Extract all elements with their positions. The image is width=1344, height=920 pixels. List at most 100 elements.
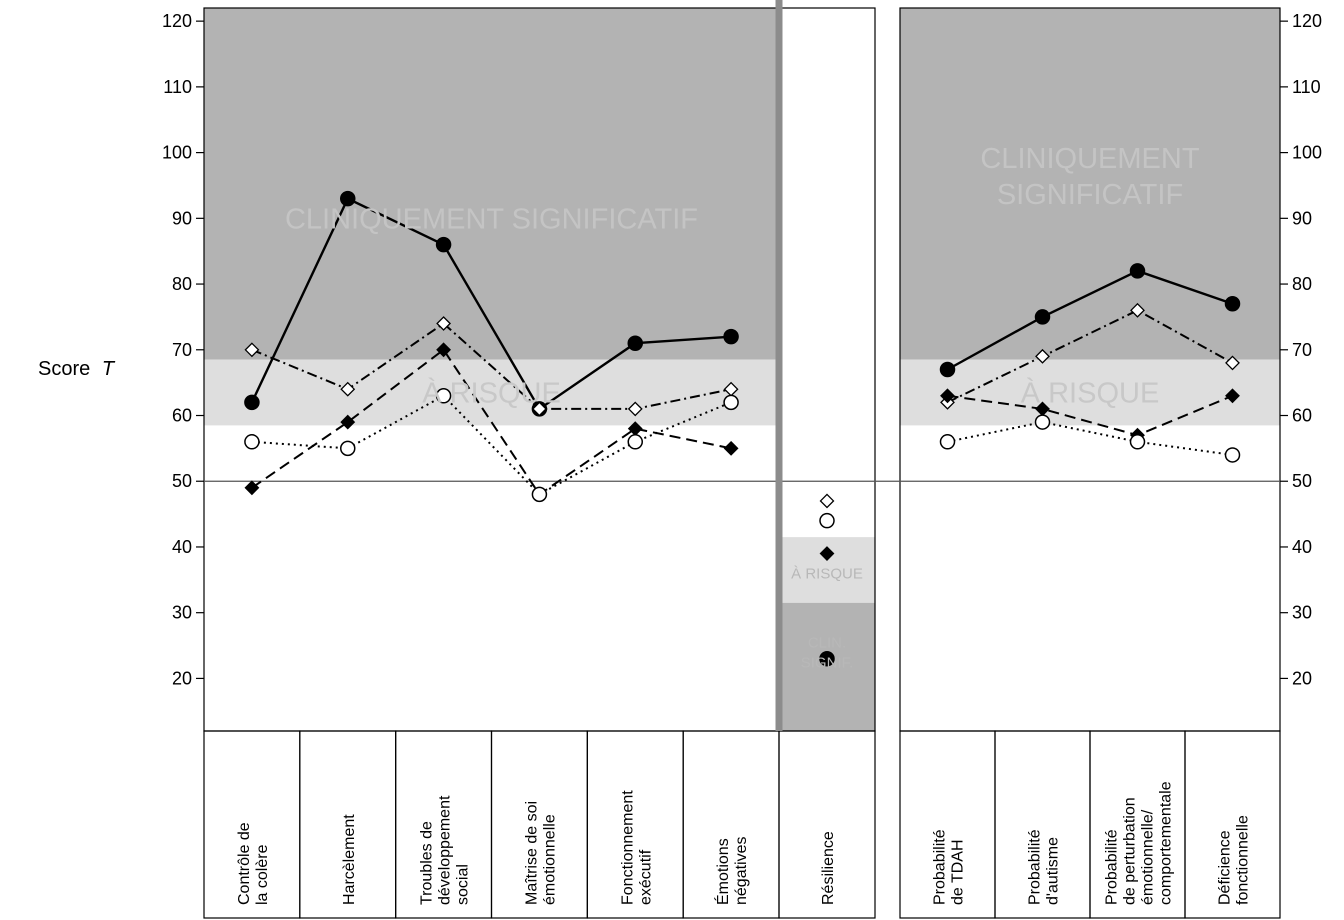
right-series-1-point-2 [1130, 302, 1145, 318]
right-category-label-2-2: émotionnelle/ [1140, 809, 1157, 905]
left-series-0-point-5 [723, 328, 739, 345]
right-category-label-1-0: Probabilité [1027, 829, 1044, 905]
left-series-1-point-4 [627, 401, 643, 417]
right-series-3-point-1 [1034, 414, 1051, 430]
right-category-label-3-1: fonctionnelle [1235, 815, 1252, 905]
middle-series-1-point-0 [819, 493, 835, 509]
left-axis-tick-label-100: 100 [162, 143, 192, 163]
left-series-2-point-5 [723, 440, 739, 456]
left-category-label-3-1: émotionnelle [541, 814, 558, 905]
right-band-label-0-1: SIGNIFICATIF [997, 179, 1183, 211]
right-series-2-line [947, 394, 1233, 437]
right-band-label-1-0: À RISQUE [1021, 377, 1160, 410]
left-band-1 [204, 359, 779, 426]
left-series-1-point-1 [340, 381, 356, 397]
right-category-label-0-1: de TDAH [950, 839, 967, 905]
right-series-0-point-3 [1224, 296, 1241, 312]
right-category-label-2-1: de perturbation [1122, 797, 1139, 905]
right-series-1-point-1 [1035, 348, 1050, 364]
left-series-1-point-2 [436, 316, 452, 331]
left-series-3-point-4 [627, 434, 643, 450]
right-series-1-line [947, 309, 1233, 404]
right-series-1-point-3 [1225, 355, 1240, 371]
left-series-0-point-2 [435, 236, 452, 253]
left-series-0-line [250, 197, 732, 411]
left-series-2-point-2 [436, 342, 452, 358]
left-series-1-point-0 [244, 342, 260, 358]
left-category-label-2-2: social [455, 864, 472, 905]
right-category-label-3-0: Déficience [1217, 830, 1234, 905]
left-series-1-point-3 [531, 401, 547, 417]
right-axis-tick-label-90: 90 [1292, 208, 1312, 228]
right-axis-tick-label-100: 100 [1292, 143, 1322, 163]
left-category-label-0-1: la colère [254, 844, 271, 905]
middle-series-2-point-0 [819, 546, 835, 561]
left-series-0-point-0 [244, 394, 260, 411]
right-series-3-point-3 [1224, 447, 1241, 463]
y-axis-label: Score T [38, 358, 116, 380]
middle-series-0-point-0 [819, 650, 835, 667]
left-series-1-line [251, 322, 732, 410]
left-category-label-5-1: négatives [733, 837, 750, 906]
left-axis-tick-label-60: 60 [172, 406, 192, 426]
right-series-0-point-1 [1034, 309, 1051, 325]
left-series-0-point-1 [340, 190, 356, 207]
left-band-label-0-0: CLINIQUEMENT SIGNIFICATIF [285, 203, 698, 235]
left-category-label-5-0: Émotions [713, 838, 732, 905]
left-series-0-point-4 [627, 335, 643, 351]
left-series-3-point-0 [244, 434, 260, 450]
right-category-label-2-0: Probabilité [1104, 829, 1121, 905]
right-axis-tick-label-120: 120 [1292, 11, 1322, 31]
middle-band-label-0-0: À RISQUE [791, 566, 863, 583]
right-category-label-2-3: comportementale [1158, 781, 1175, 905]
right-series-0-point-0 [939, 361, 956, 378]
left-category-label-0-0: Contrôle de [236, 822, 253, 905]
left-category-label-2-1: développement [437, 795, 454, 905]
right-axis-tick-label-50: 50 [1292, 471, 1312, 491]
right-series-0-line [946, 269, 1233, 371]
right-series-2-point-3 [1225, 388, 1240, 404]
right-category-label-0-0: Probabilité [932, 829, 949, 905]
middle-category-label-0-0: Résilience [820, 831, 837, 905]
right-category-cell-3 [1184, 730, 1281, 919]
left-category-label-3-0: Maîtrise de soi [523, 801, 540, 905]
label-layer: CLINIQUEMENT SIGNIFICATIF À RISQUE Contrôl… [162, 11, 1322, 905]
y-axis-label-text: Score [38, 358, 90, 380]
middle-band-label-1-1: SIGNIF. [801, 654, 854, 671]
right-axis-tick-label-70: 70 [1292, 340, 1312, 360]
middle-series-3-point-0 [819, 512, 835, 529]
left-series-2-point-1 [340, 414, 356, 430]
middle-category-cell-0 [778, 730, 876, 919]
left-category-label-2-0: Troubles de [419, 821, 436, 905]
right-band-0 [900, 8, 1280, 360]
right-axis-tick-label-40: 40 [1292, 537, 1312, 557]
left-series-3-point-3 [531, 486, 548, 503]
right-series-3-point-0 [939, 434, 956, 450]
right-axis-tick-label-80: 80 [1292, 274, 1312, 294]
left-series-3-line [251, 394, 732, 496]
right-series-2-point-0 [940, 388, 955, 404]
y-axis-label-italic: T [102, 358, 116, 380]
left-category-label-4-1: exécutif [637, 849, 654, 905]
left-axis-tick-label-120: 120 [162, 11, 192, 31]
right-band-label-0-0: CLINIQUEMENT [980, 143, 1199, 175]
left-series-3-point-1 [340, 440, 356, 457]
right-axis-tick-label-20: 20 [1292, 668, 1312, 688]
middle-band-1 [779, 602, 875, 731]
right-band-1 [900, 359, 1280, 426]
left-band-0 [204, 8, 779, 360]
left-axis-tick-label-90: 90 [172, 208, 192, 228]
left-axis-tick-label-80: 80 [172, 274, 192, 294]
right-series-3-point-2 [1129, 434, 1146, 450]
frame-layer [196, 0, 1288, 919]
series-layer [244, 190, 1241, 667]
right-axis-tick-label-30: 30 [1292, 603, 1312, 623]
left-series-3-point-5 [723, 394, 739, 411]
right-series-3-line [947, 421, 1233, 456]
left-category-label-1-0: Harcèlement [341, 814, 358, 905]
left-axis-tick-label-20: 20 [172, 668, 192, 688]
left-axis-tick-label-30: 30 [172, 603, 192, 623]
left-axis-tick-label-50: 50 [172, 471, 192, 491]
middle-band-label-1-0: CLIN. [808, 634, 846, 651]
